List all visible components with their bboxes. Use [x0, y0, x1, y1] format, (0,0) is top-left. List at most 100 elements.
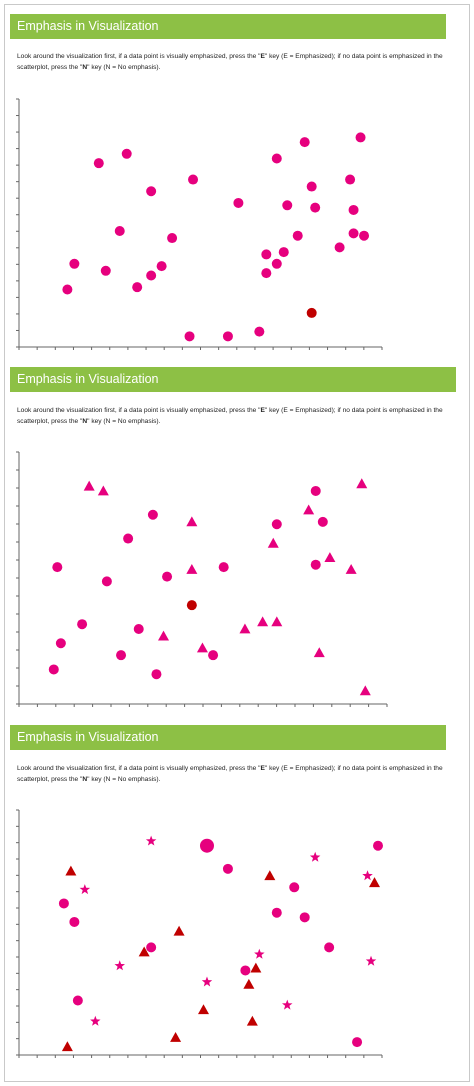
data-point-triangle	[313, 647, 325, 658]
data-point-circle	[55, 638, 66, 649]
data-point-circle	[146, 942, 157, 953]
data-point-circle	[359, 230, 370, 241]
data-point-circle	[222, 863, 233, 874]
data-point-circle	[271, 519, 282, 530]
data-point-triangle	[359, 685, 371, 696]
data-point-circle	[167, 233, 178, 244]
data-point-circle	[199, 838, 214, 853]
data-point-triangle	[267, 537, 279, 548]
emphasized-data-point	[186, 600, 197, 611]
data-point-circle	[310, 485, 321, 496]
data-point-triangle	[356, 478, 368, 489]
data-point-triangle	[170, 1031, 182, 1042]
data-point-triangle	[303, 504, 315, 515]
data-point-triangle	[271, 616, 283, 627]
data-point-circle	[146, 186, 157, 197]
data-point-star	[145, 835, 157, 846]
data-point-circle	[48, 664, 59, 675]
data-point-circle	[261, 268, 272, 279]
panel-3-title: Emphasis in Visualization	[10, 725, 446, 750]
data-point-circle	[345, 174, 356, 185]
data-point-circle	[324, 942, 335, 953]
data-point-circle	[261, 249, 272, 260]
data-point-circle	[123, 533, 134, 544]
scatterplot-3	[16, 809, 383, 1058]
data-point-circle	[292, 230, 303, 241]
data-point-star	[254, 948, 265, 959]
scatterplot-2	[16, 451, 388, 707]
data-point-circle	[348, 204, 359, 215]
data-point-triangle	[369, 877, 381, 888]
data-point-triangle	[250, 962, 262, 973]
data-point-circle	[254, 326, 265, 337]
data-point-triangle	[246, 1015, 258, 1026]
data-point-circle	[271, 258, 282, 269]
data-point-circle	[240, 965, 251, 976]
data-point-triangle	[345, 563, 357, 574]
data-point-triangle	[65, 865, 77, 876]
data-point-triangle	[257, 616, 269, 627]
data-point-star	[114, 960, 125, 971]
data-point-star	[362, 870, 373, 881]
data-point-circle	[162, 571, 173, 582]
data-point-circle	[222, 331, 233, 342]
data-point-circle	[208, 650, 219, 661]
data-point-circle	[306, 181, 317, 192]
scatterplot-1	[16, 98, 383, 350]
data-point-triangle	[138, 946, 150, 957]
panel-3-instructions: Look around the visualization first, if …	[17, 765, 443, 783]
data-point-circle	[133, 623, 144, 634]
data-point-circle	[93, 158, 104, 169]
data-point-triangle	[324, 552, 336, 562]
axes	[16, 98, 383, 350]
data-point-star	[282, 999, 293, 1010]
data-point-circle	[62, 284, 73, 295]
data-point-star	[79, 884, 91, 895]
data-point-circle	[310, 202, 321, 213]
data-point-circle	[151, 669, 162, 680]
outer-frame	[4, 4, 470, 1082]
data-point-circle	[271, 907, 282, 918]
panel-2-instructions: Look around the visualization first, if …	[17, 407, 443, 425]
data-point-circle	[156, 261, 167, 272]
panel-1-title: Emphasis in Visualization	[10, 14, 446, 39]
data-point-circle	[233, 197, 244, 208]
data-point-circle	[69, 258, 80, 269]
data-point-circle	[310, 559, 321, 570]
data-point-triangle	[243, 978, 255, 989]
data-point-circle	[278, 247, 289, 258]
data-point-circle	[52, 562, 63, 573]
data-point-star	[90, 1015, 101, 1026]
data-point-circle	[299, 137, 310, 148]
data-point-triangle	[264, 870, 276, 881]
data-point-circle	[72, 995, 83, 1006]
data-point-star	[309, 851, 321, 862]
data-point-circle	[58, 898, 69, 909]
data-point-circle	[147, 509, 158, 520]
data-point-circle	[184, 331, 195, 342]
data-point-circle	[271, 153, 282, 164]
data-point-star	[365, 955, 377, 966]
data-point-circle	[317, 516, 328, 527]
data-point-circle	[334, 242, 345, 253]
data-point-circle	[116, 650, 127, 661]
data-point-triangle	[173, 925, 185, 936]
data-point-triangle	[83, 480, 95, 491]
panel-1-instructions: Look around the visualization first, if …	[17, 53, 443, 71]
data-point-triangle	[196, 642, 208, 653]
data-point-triangle	[198, 1004, 209, 1015]
data-point-circle	[373, 840, 383, 851]
data-point-circle	[348, 228, 359, 239]
data-point-circle	[77, 619, 88, 630]
data-point-circle	[355, 132, 366, 143]
axes	[16, 451, 388, 707]
data-point-circle	[188, 174, 199, 185]
data-point-circle	[146, 270, 157, 281]
data-point-triangle	[61, 1041, 73, 1052]
data-point-circle	[132, 282, 143, 293]
data-point-circle	[101, 576, 112, 587]
data-point-triangle	[158, 630, 170, 641]
data-point-triangle	[97, 485, 109, 496]
data-point-circle	[69, 916, 80, 927]
data-point-circle	[100, 265, 111, 276]
